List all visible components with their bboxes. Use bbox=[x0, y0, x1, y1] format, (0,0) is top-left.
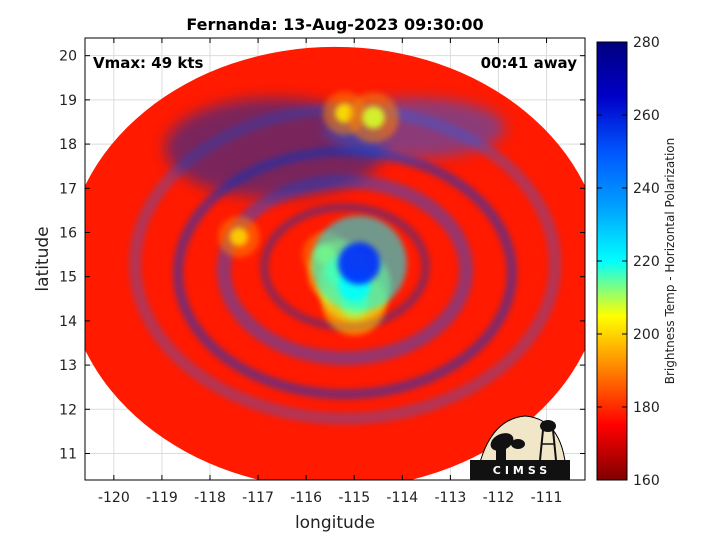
y-axis-label: latitude bbox=[33, 226, 53, 291]
y-tick-label: 15 bbox=[59, 270, 77, 286]
feature-core bbox=[362, 106, 385, 129]
y-tick-label: 11 bbox=[59, 446, 77, 462]
feature-core bbox=[229, 227, 249, 247]
x-tick-label: -119 bbox=[146, 490, 178, 506]
x-tick-label: -111 bbox=[531, 490, 563, 506]
colorbar-tick-label: 160 bbox=[633, 473, 660, 489]
colorbar-tick-label: 260 bbox=[633, 108, 660, 124]
chart-title: Fernanda: 13-Aug-2023 09:30:00 bbox=[186, 15, 483, 34]
y-tick-label: 13 bbox=[59, 358, 77, 374]
y-tick-label: 19 bbox=[59, 93, 77, 109]
logo-banner bbox=[470, 460, 570, 480]
x-tick-label: -116 bbox=[290, 490, 322, 506]
colorbar-tick-label: 180 bbox=[633, 400, 660, 416]
x-tick-label: -115 bbox=[338, 490, 370, 506]
plot-frame bbox=[84, 37, 586, 481]
x-tick-label: -120 bbox=[98, 490, 130, 506]
feature-core bbox=[337, 242, 381, 285]
x-axis-ticks: -120 -119 -118 -117 -116 -115 -114 -113 -112 -111 bbox=[98, 38, 562, 506]
vmax-annotation: Vmax: 49 kts bbox=[93, 54, 203, 72]
convection-features bbox=[218, 91, 407, 336]
x-tick-label: -112 bbox=[483, 490, 515, 506]
colorbar-label: Brightness Temp - Horizontal Polarizatio… bbox=[663, 138, 677, 385]
x-axis-label: longitude bbox=[295, 513, 375, 533]
y-tick-label: 20 bbox=[59, 49, 77, 65]
satellite-dish-icon bbox=[490, 433, 525, 460]
y-axis-ticks: 11 12 13 14 15 16 17 18 19 20 bbox=[59, 49, 585, 462]
y-tick-label: 16 bbox=[59, 225, 77, 241]
water-tower-icon bbox=[539, 420, 557, 461]
x-tick-label: -114 bbox=[386, 490, 418, 506]
colorbar-tick-label: 220 bbox=[633, 254, 660, 270]
y-tick-label: 18 bbox=[59, 137, 77, 153]
x-tick-label: -118 bbox=[194, 490, 226, 506]
colorbar-tick-label: 280 bbox=[633, 35, 660, 51]
time-away-annotation: 00:41 away bbox=[481, 54, 578, 72]
y-tick-label: 17 bbox=[59, 181, 77, 197]
logo-text: CIMSS bbox=[493, 464, 551, 477]
x-tick-label: -113 bbox=[434, 490, 466, 506]
y-tick-label: 14 bbox=[59, 314, 77, 330]
colorbar-tick-label: 200 bbox=[633, 327, 660, 343]
cimss-logo: CIMSS bbox=[470, 415, 570, 480]
colorbar-tick-label: 240 bbox=[633, 181, 660, 197]
x-tick-label: -117 bbox=[242, 490, 274, 506]
y-tick-label: 12 bbox=[59, 402, 77, 418]
colorbar-ticks: 160 180 200 220 240 260 280 bbox=[597, 35, 660, 489]
